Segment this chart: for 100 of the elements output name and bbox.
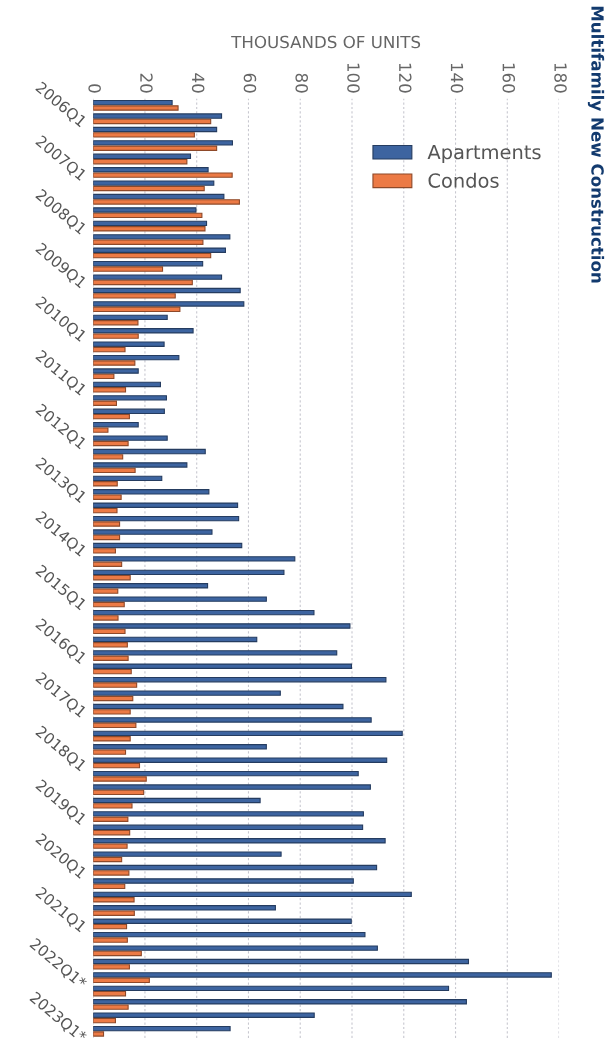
bar — [93, 395, 167, 401]
bar — [93, 937, 128, 943]
bar — [93, 333, 139, 339]
bar — [93, 596, 267, 602]
bar — [93, 838, 386, 844]
bar — [93, 252, 212, 259]
bar — [93, 910, 135, 916]
x-tick-label: 0 — [88, 84, 101, 93]
x-tick-label: 60 — [243, 73, 257, 93]
bar — [93, 964, 130, 970]
text: Multifamily New Construction — [587, 6, 605, 283]
bar — [93, 454, 124, 460]
bar — [93, 180, 215, 186]
bar — [93, 615, 119, 621]
bar — [93, 709, 131, 715]
bar — [93, 341, 165, 347]
x-tick-label: 180 — [554, 63, 567, 93]
bar — [93, 475, 163, 482]
bar — [93, 561, 123, 567]
x-tick-label: 160 — [502, 63, 516, 93]
bar — [93, 816, 129, 822]
bar — [93, 207, 197, 213]
bar — [93, 668, 132, 675]
bar — [93, 354, 180, 361]
bar — [93, 287, 241, 294]
bar — [93, 234, 231, 240]
x-tick-label: 140 — [450, 63, 464, 93]
bar — [93, 784, 371, 790]
bar — [93, 803, 133, 809]
bar — [93, 977, 150, 983]
bar — [93, 601, 125, 608]
bar — [93, 502, 239, 508]
bar — [93, 789, 145, 796]
bar — [93, 548, 116, 554]
bar — [93, 105, 179, 111]
bar — [93, 427, 109, 433]
bar — [93, 864, 378, 871]
bar — [93, 435, 168, 441]
bar — [93, 851, 282, 857]
bar — [93, 494, 122, 500]
bar — [93, 999, 467, 1005]
bar — [93, 521, 121, 527]
bar — [93, 744, 267, 750]
bar — [93, 448, 206, 455]
bar — [93, 891, 412, 898]
bar — [93, 655, 129, 661]
bar — [93, 373, 115, 380]
x-tick-label: 100 — [347, 63, 360, 93]
bar — [93, 360, 136, 366]
bar — [93, 770, 359, 777]
bar — [93, 301, 245, 307]
bar — [93, 950, 142, 957]
bar — [93, 829, 131, 836]
bar — [93, 811, 364, 817]
bar — [93, 736, 131, 742]
bar — [93, 293, 176, 299]
bar — [93, 583, 209, 589]
bar — [93, 623, 351, 629]
bar — [93, 408, 165, 414]
bar — [93, 489, 210, 495]
bar — [93, 776, 147, 782]
bar — [93, 972, 552, 978]
bar — [93, 226, 206, 232]
bar — [93, 239, 204, 245]
bar — [93, 481, 118, 487]
bar — [93, 260, 204, 267]
bar — [93, 663, 353, 669]
bar — [93, 918, 352, 924]
bar — [93, 1012, 315, 1018]
bar — [93, 247, 226, 253]
bar — [93, 212, 203, 219]
bar — [93, 515, 240, 522]
bar — [93, 636, 258, 643]
bar — [93, 569, 285, 576]
bar — [93, 381, 162, 388]
bar — [93, 368, 139, 374]
x-tick-label: 120 — [398, 63, 412, 93]
x-axis-title: THOUSANDS OF UNITS — [231, 35, 421, 49]
bar — [93, 883, 126, 890]
bar — [93, 279, 193, 286]
bar — [93, 113, 223, 119]
bar — [93, 126, 218, 133]
bar — [93, 274, 223, 280]
bar — [93, 757, 388, 763]
bar — [93, 153, 192, 160]
bar — [93, 346, 126, 353]
bar — [93, 843, 128, 849]
bar — [93, 991, 127, 997]
bar — [93, 682, 138, 688]
bar — [93, 462, 188, 468]
bar — [93, 199, 240, 205]
bar — [93, 172, 233, 178]
bar — [93, 695, 134, 702]
bar — [93, 132, 195, 138]
x-tick-label: 20 — [140, 73, 153, 93]
bar — [93, 542, 243, 549]
bar — [93, 762, 141, 769]
bar — [93, 556, 296, 562]
bar — [93, 400, 118, 406]
bar — [93, 824, 364, 831]
